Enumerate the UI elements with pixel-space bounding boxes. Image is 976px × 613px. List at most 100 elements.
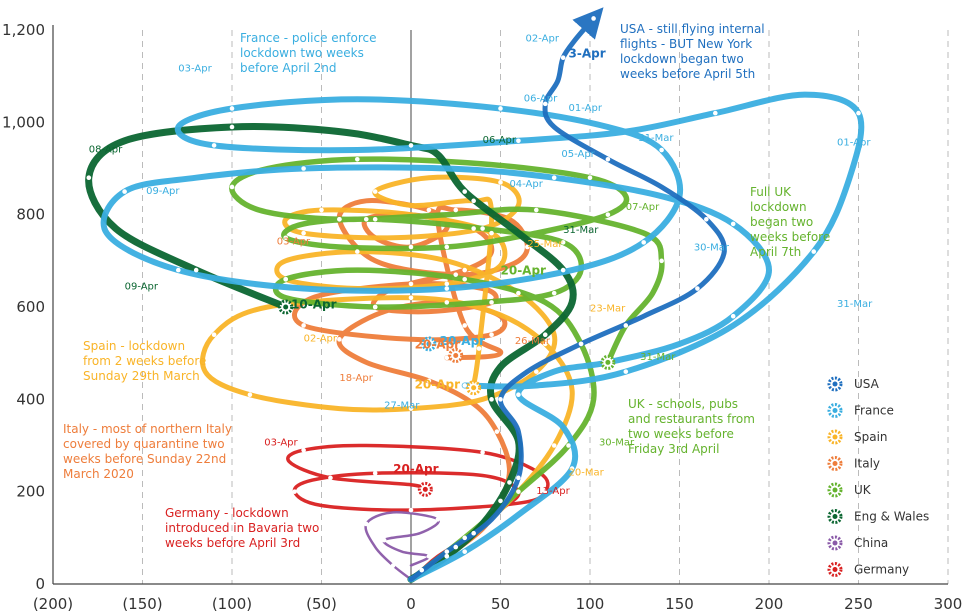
- date-label-france: 03-Apr: [178, 64, 212, 75]
- legend-label-eng-wales: Eng & Wales: [854, 510, 929, 524]
- legend-label-italy: Italy: [854, 457, 880, 471]
- data-point-uk: [659, 258, 664, 264]
- annotation-uk: Full UK lockdown began two weeks before Apri…: [750, 185, 830, 259]
- data-point-uk: [462, 535, 468, 541]
- data-point-france: [551, 175, 557, 181]
- data-point-eng-wales: [560, 267, 566, 273]
- data-point-uk: [560, 240, 566, 245]
- data-point-france: [569, 466, 575, 471]
- data-point-italy: [444, 300, 450, 305]
- date-label-france: 01-Apr: [837, 137, 871, 148]
- y-tick-label: 600: [16, 298, 45, 316]
- annotation-germany: Germany - lockdown introduced in Bavaria …: [165, 506, 319, 550]
- endpoint-label-uk: 20-Apr: [501, 264, 547, 278]
- date-label-uk: 30-Mar: [599, 438, 635, 449]
- data-point-italy: [489, 300, 494, 305]
- endpoint-center-italy: [453, 352, 459, 358]
- date-label-france: 27-Mar: [384, 401, 420, 412]
- legend-marker-center-italy: [832, 461, 838, 466]
- data-point-china: [426, 554, 432, 559]
- data-point-france: [713, 110, 718, 116]
- data-point-spain: [355, 249, 360, 254]
- data-point-uk: [534, 207, 539, 213]
- legend-label-france: France: [854, 404, 894, 418]
- date-label-france: 02-Apr: [526, 34, 560, 45]
- data-point-spain: [471, 198, 476, 204]
- data-point-uk: [372, 216, 378, 222]
- data-point-germany: [419, 567, 425, 573]
- endpoint-label-spain: 20-Apr: [415, 378, 461, 392]
- data-point-eng-wales: [444, 554, 450, 559]
- data-point-china: [381, 537, 387, 543]
- data-point-france: [516, 138, 521, 144]
- data-point-spain: [372, 189, 378, 194]
- data-point-italy: [408, 281, 414, 287]
- data-point-uk: [462, 277, 468, 282]
- data-point-italy: [462, 323, 468, 328]
- data-point-france: [122, 189, 127, 194]
- series-line-usa: [408, 7, 727, 582]
- data-point-spain: [489, 230, 494, 236]
- data-point-eng-wales: [408, 143, 414, 148]
- data-point-germany: [328, 475, 333, 481]
- data-point-france: [444, 286, 450, 291]
- date-labels-layer: 03-Apr 09-Apr 06-Apr 05-Apr 02-Apr 01-Apr 31-M…: [89, 34, 873, 497]
- data-point-china: [363, 521, 369, 527]
- data-point-eng-wales: [193, 267, 199, 273]
- x-tick-label: (200): [33, 595, 73, 613]
- date-label-italy: 26-Mar: [515, 336, 551, 347]
- x-tick-label: (100): [212, 595, 252, 613]
- date-label-france: 05-Apr: [561, 149, 595, 160]
- data-point-eng-wales: [489, 397, 494, 402]
- data-point-italy: [426, 207, 432, 213]
- data-point-france: [641, 240, 646, 245]
- date-label-france: 06-Apr: [524, 94, 558, 105]
- data-point-germany: [516, 489, 521, 494]
- data-point-spain: [408, 406, 414, 411]
- date-label-italy: 03-Apr: [277, 237, 311, 248]
- annotation-uk: UK - schools, pubs and restaurants from tw…: [628, 397, 755, 456]
- data-point-uk: [623, 323, 629, 328]
- data-point-france: [730, 313, 736, 319]
- endpoint-center-france: [426, 341, 432, 347]
- endpoint-center-eng-wales: [283, 304, 289, 310]
- data-point-uk: [566, 443, 571, 448]
- data-point-uk: [372, 304, 378, 310]
- data-point-usa: [605, 156, 611, 162]
- date-label-germany: 03-Apr: [264, 438, 298, 449]
- data-point-uk: [444, 244, 450, 250]
- data-point-usa: [591, 16, 596, 21]
- endpoint-label-germany: 20-Apr: [393, 462, 439, 476]
- legend-label-uk: UK: [854, 483, 872, 497]
- legend-marker-center-uk: [832, 487, 838, 493]
- annotation-usa: USA - still flying internal flights - BUT…: [620, 22, 765, 81]
- endpoint-label-usa: 3-Apr: [569, 47, 606, 61]
- date-label-germany: 13-Apr: [536, 486, 570, 497]
- data-point-eng-wales: [462, 189, 468, 194]
- data-point-uk: [337, 216, 342, 222]
- data-point-italy: [489, 332, 494, 338]
- data-point-italy: [363, 216, 369, 222]
- data-point-spain: [211, 332, 217, 338]
- data-point-germany: [292, 489, 297, 494]
- legend-marker-center-germany: [832, 567, 838, 572]
- endpoint-label-france: 20-Apr: [440, 334, 486, 348]
- data-point-spain: [453, 544, 459, 550]
- legend-marker-center-china: [832, 540, 838, 546]
- data-point-italy: [471, 226, 476, 231]
- data-point-eng-wales: [542, 332, 548, 338]
- data-point-spain: [301, 230, 306, 236]
- y-tick-label: 0: [35, 575, 45, 593]
- data-point-usa: [695, 286, 700, 291]
- data-point-uk: [587, 175, 593, 181]
- data-point-spain: [498, 180, 503, 185]
- date-label-eng-wales: 31-Mar: [563, 225, 599, 236]
- data-point-france: [211, 143, 217, 148]
- data-point-germany: [542, 489, 548, 494]
- legend-label-china: China: [854, 536, 888, 550]
- endpoint-label-eng-wales: 10-Apr: [291, 297, 337, 311]
- legend: USA France Spain Italy UK Eng & Wales China Ger…: [827, 376, 929, 577]
- x-tick-label: 300: [934, 595, 963, 613]
- data-point-uk: [551, 290, 557, 296]
- data-point-spain: [408, 295, 414, 301]
